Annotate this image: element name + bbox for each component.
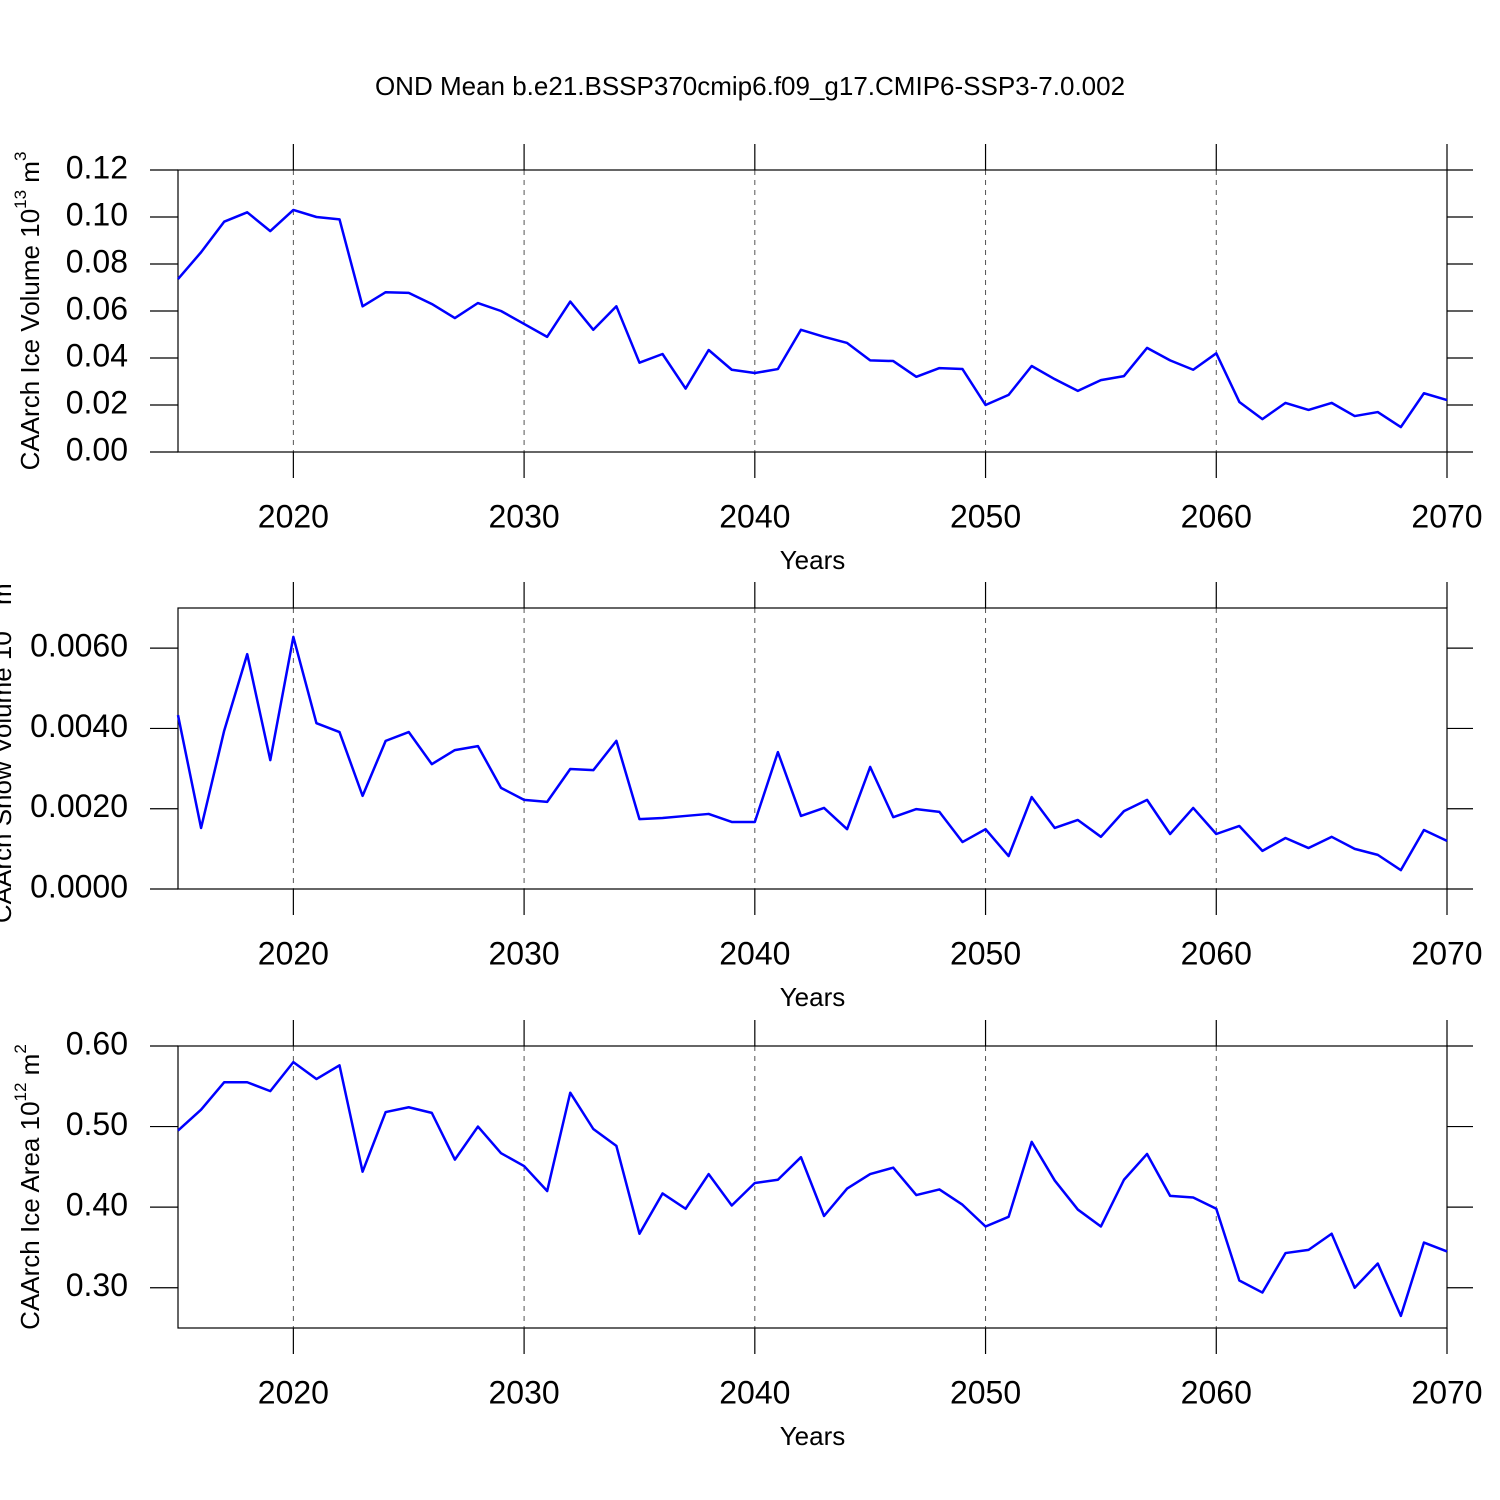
x-tick-label: 2060: [1181, 498, 1252, 534]
data-line: [177, 208, 1448, 429]
y-axis-label: CAArch Ice Volume 1013 m3: [11, 152, 44, 471]
x-tick-label: 2050: [950, 1374, 1021, 1410]
x-tick-label: 2020: [258, 1374, 329, 1410]
y-tick-label: 0.12: [66, 149, 128, 185]
x-tick-label: 2040: [719, 498, 790, 534]
y-label-unit: m: [15, 161, 45, 190]
data-line: [176, 635, 1448, 872]
plot-frame: [177, 169, 1448, 453]
plot-frame: [177, 1045, 1448, 1329]
panel: 2020 2030 2040 2050 2060 2070 0.30 0.40 0.50 0.60…: [11, 1020, 1483, 1451]
y-tick-label: 0.0040: [30, 708, 128, 744]
y-label-unit-exponent: 3: [0, 574, 2, 583]
y-tick-label: 0.08: [66, 243, 128, 279]
x-tick-label: 2050: [950, 498, 1021, 534]
y-tick-label: 0.40: [66, 1187, 128, 1223]
x-tick-label: 2050: [950, 935, 1021, 971]
y-label-unit-exponent: 3: [11, 152, 30, 161]
y-tick-label: 0.02: [66, 384, 128, 420]
x-tick-label: 2030: [488, 1374, 559, 1410]
x-axis-label: Years: [780, 545, 846, 575]
y-tick-label: 0.0060: [30, 628, 128, 664]
y-tick-label: 0.04: [66, 337, 128, 373]
data-line: [177, 1060, 1448, 1318]
y-label-unit-exponent: 2: [11, 1044, 30, 1053]
y-tick-label: 0.60: [66, 1025, 128, 1061]
y-tick-label: 0.0020: [30, 788, 128, 824]
y-tick-label: 0.50: [66, 1106, 128, 1142]
y-tick-label: 0.06: [66, 290, 128, 326]
x-tick-label: 2060: [1181, 935, 1252, 971]
y-label-text: CAArch Ice Area 10: [15, 1101, 45, 1329]
x-tick-label: 2040: [719, 935, 790, 971]
figure-title: OND Mean b.e21.BSSP370cmip6.f09_g17.CMIP…: [375, 71, 1125, 101]
y-label-unit: m: [15, 1054, 45, 1083]
y-label-unit: m: [0, 583, 17, 612]
y-label-exponent: 13: [11, 190, 30, 209]
x-tick-label: 2030: [488, 935, 559, 971]
x-tick-label: 2020: [258, 935, 329, 971]
x-axis-label: Years: [780, 982, 846, 1012]
y-tick-label: 0.00: [66, 431, 128, 467]
y-label-exponent: 12: [11, 1083, 30, 1102]
plot-frame: [177, 607, 1448, 890]
y-axis-label: CAArch Ice Area 1012 m2: [11, 1044, 44, 1330]
panel: 2020 2030 2040 2050 2060 2070 0.0000 0.0020 0.00…: [0, 574, 1483, 1012]
y-label-exponent: 13: [0, 612, 2, 631]
y-tick-label: 0.0000: [30, 868, 128, 904]
x-tick-label: 2070: [1411, 498, 1482, 534]
y-axis-label: CAArch Snow Volume 1013 m3: [0, 574, 17, 923]
x-tick-label: 2030: [488, 498, 559, 534]
panel: 2020 2030 2040 2050 2060 2070 0.00 0.02 0.04 0.06…: [11, 144, 1483, 575]
y-label-text: CAArch Ice Volume 10: [15, 209, 45, 471]
x-tick-label: 2070: [1411, 1374, 1482, 1410]
x-tick-label: 2060: [1181, 1374, 1252, 1410]
x-axis-label: Years: [780, 1421, 846, 1451]
y-label-text: CAArch Snow Volume 10: [0, 631, 17, 923]
x-tick-label: 2070: [1411, 935, 1482, 971]
x-tick-label: 2040: [719, 1374, 790, 1410]
y-tick-label: 0.30: [66, 1267, 128, 1303]
x-tick-label: 2020: [258, 498, 329, 534]
y-tick-label: 0.10: [66, 196, 128, 232]
